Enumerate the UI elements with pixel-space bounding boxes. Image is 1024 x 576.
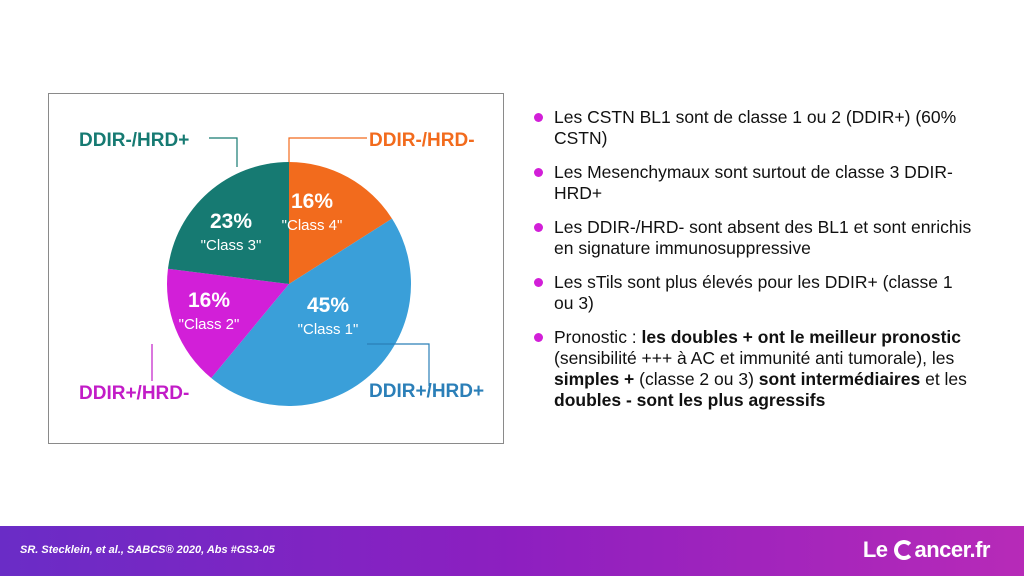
bullet-text: sont intermédiaires	[758, 369, 921, 389]
bullet-dot-icon	[534, 113, 543, 122]
slice-category-label: DDIR-/HRD-	[369, 130, 475, 151]
bullet-text: les doubles + ont le meilleur pronostic	[641, 327, 961, 347]
citation-text: SR. Stecklein, et al., SABCS® 2020, Abs …	[20, 544, 275, 556]
bullet-item: Les DDIR-/HRD- sont absent des BL1 et so…	[534, 217, 974, 259]
leader-line	[288, 137, 367, 162]
pie-slice	[167, 268, 289, 379]
bullet-text: doubles - sont les plus agressifs	[554, 390, 826, 410]
slice-class-label: "Class 2"	[179, 316, 240, 333]
pie-chart: 16% "Class 4" DDIR-/HRD- 45% "Class 1" DDIR+/…	[79, 130, 484, 406]
slice-value-label: 16%	[291, 190, 333, 213]
slice-class-label: "Class 4"	[282, 217, 343, 234]
bullet-item: Pronostic : les doubles + ont le meilleu…	[534, 327, 974, 411]
leader-line	[209, 137, 238, 167]
bullet-text: (sensibilité +++ à AC et immunité anti t…	[554, 348, 955, 368]
bullet-text: Les DDIR-/HRD- sont absent des BL1 et so…	[554, 217, 972, 258]
bullet-text: Les CSTN BL1 sont de classe 1 ou 2 (DDIR…	[554, 107, 957, 148]
slice-class-label: "Class 3"	[201, 237, 262, 254]
bullet-text: Les Mesenchymaux sont surtout de classe …	[554, 162, 953, 203]
pie-slice	[211, 218, 411, 406]
bullet-item: Les CSTN BL1 sont de classe 1 ou 2 (DDIR…	[534, 107, 974, 149]
slice-class-label: "Class 1"	[298, 321, 359, 338]
logo-text-right: ancer.fr	[914, 537, 991, 562]
bullet-list: Les CSTN BL1 sont de classe 1 ou 2 (DDIR…	[534, 107, 974, 424]
bullet-text: (classe 2 ou 3)	[634, 369, 759, 389]
slice-value-label: 16%	[188, 289, 230, 312]
pie-slice	[289, 162, 393, 284]
bullet-item: Les Mesenchymaux sont surtout de classe …	[534, 162, 974, 204]
footer-bar: SR. Stecklein, et al., SABCS® 2020, Abs …	[0, 526, 1024, 576]
slice-category-label: DDIR+/HRD+	[369, 381, 484, 402]
logo-text-left: Le	[862, 537, 888, 562]
slice-category-label: DDIR+/HRD-	[79, 383, 189, 404]
bullet-text: Pronostic :	[554, 327, 642, 347]
pie-slice	[167, 162, 289, 284]
logo-c-icon	[893, 540, 914, 560]
leader-line	[367, 343, 430, 386]
bullet-item: Les sTils sont plus élevés pour les DDIR…	[534, 272, 974, 314]
bullet-dot-icon	[534, 223, 543, 232]
bullet-text: Les sTils sont plus élevés pour les DDIR…	[554, 272, 953, 313]
bullet-dot-icon	[534, 168, 543, 177]
lecancer-logo: Le ancer.fr	[862, 537, 991, 563]
slice-value-label: 23%	[210, 210, 252, 233]
bullet-text: et les	[920, 369, 967, 389]
bullet-dot-icon	[534, 333, 543, 342]
bullet-dot-icon	[534, 278, 543, 287]
slice-value-label: 45%	[307, 294, 349, 317]
pie-chart-frame: 16% "Class 4" DDIR-/HRD- 45% "Class 1" DDIR+/…	[48, 93, 504, 444]
slice-category-label: DDIR-/HRD+	[79, 130, 189, 151]
bullet-text: simples +	[554, 369, 635, 389]
